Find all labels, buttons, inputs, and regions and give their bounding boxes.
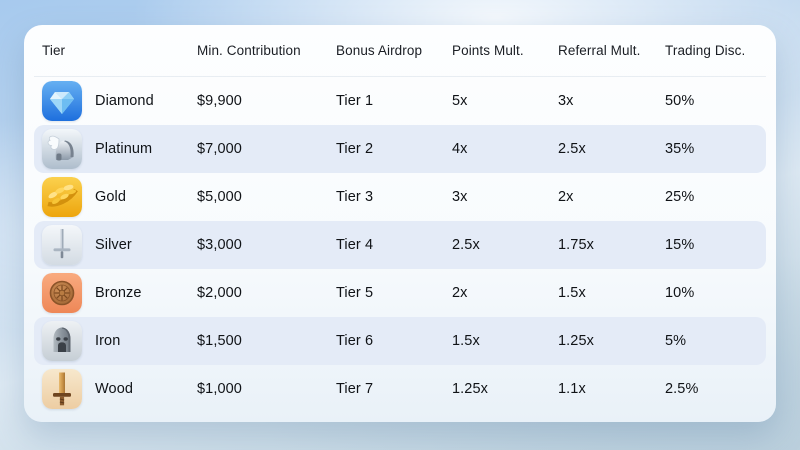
referral-mult-cell: 2.5x	[558, 141, 586, 157]
points-mult-cell: 5x	[452, 93, 468, 109]
tier-label: Wood	[95, 381, 134, 397]
diamond-icon	[42, 81, 82, 121]
header-min-contribution: Min. Contribution	[197, 43, 301, 58]
trading-disc-cell: 35%	[665, 141, 695, 157]
table-header-row: Tier Min. Contribution Bonus Airdrop Poi…	[34, 25, 766, 77]
gold-icon	[42, 177, 82, 217]
points-mult-cell: 3x	[452, 189, 468, 205]
min-contribution-cell: $7,000	[197, 141, 242, 157]
trading-disc-cell: 10%	[665, 285, 695, 301]
points-mult-cell: 2.5x	[452, 237, 480, 253]
platinum-icon	[42, 129, 82, 169]
bonus-airdrop-cell: Tier 2	[336, 141, 374, 157]
min-contribution-cell: $5,000	[197, 189, 242, 205]
tier-label: Platinum	[95, 141, 153, 157]
tier-cell: Platinum	[42, 129, 197, 169]
min-contribution-cell: $1,500	[197, 333, 242, 349]
points-mult-cell: 1.25x	[452, 381, 488, 397]
referral-mult-cell: 3x	[558, 93, 574, 109]
table-row: Platinum $7,000 Tier 2 4x 2.5x 35%	[34, 125, 766, 173]
header-tier: Tier	[42, 43, 66, 58]
table-row: Wood $1,000 Tier 7 1.25x 1.1x 2.5%	[34, 365, 766, 413]
tier-label: Diamond	[95, 93, 154, 109]
table-body: Diamond $9,900 Tier 1 5x 3x 50% Platinum…	[34, 77, 766, 413]
bonus-airdrop-cell: Tier 5	[336, 285, 374, 301]
tier-cell: Wood	[42, 369, 197, 409]
table-row: Iron $1,500 Tier 6 1.5x 1.25x 5%	[34, 317, 766, 365]
points-mult-cell: 4x	[452, 141, 468, 157]
min-contribution-cell: $9,900	[197, 93, 242, 109]
header-referral-mult: Referral Mult.	[558, 43, 641, 58]
bonus-airdrop-cell: Tier 3	[336, 189, 374, 205]
tier-cell: Gold	[42, 177, 197, 217]
table-row: Silver $3,000 Tier 4 2.5x 1.75x 15%	[34, 221, 766, 269]
tier-label: Silver	[95, 237, 132, 253]
bronze-icon	[42, 273, 82, 313]
referral-mult-cell: 1.75x	[558, 237, 594, 253]
points-mult-cell: 2x	[452, 285, 468, 301]
bonus-airdrop-cell: Tier 4	[336, 237, 374, 253]
bonus-airdrop-cell: Tier 1	[336, 93, 374, 109]
trading-disc-cell: 5%	[665, 333, 687, 349]
trading-disc-cell: 50%	[665, 93, 695, 109]
min-contribution-cell: $3,000	[197, 237, 242, 253]
table-row: Bronze $2,000 Tier 5 2x 1.5x 10%	[34, 269, 766, 317]
table-row: Gold $5,000 Tier 3 3x 2x 25%	[34, 173, 766, 221]
bonus-airdrop-cell: Tier 7	[336, 381, 374, 397]
header-trading-disc: Trading Disc.	[665, 43, 746, 58]
tier-cell: Bronze	[42, 273, 197, 313]
table-row: Diamond $9,900 Tier 1 5x 3x 50%	[34, 77, 766, 125]
bonus-airdrop-cell: Tier 6	[336, 333, 374, 349]
min-contribution-cell: $1,000	[197, 381, 242, 397]
referral-mult-cell: 2x	[558, 189, 574, 205]
silver-icon	[42, 225, 82, 265]
trading-disc-cell: 25%	[665, 189, 695, 205]
tier-label: Iron	[95, 333, 121, 349]
trading-disc-cell: 2.5%	[665, 381, 699, 397]
wood-icon	[42, 369, 82, 409]
tier-cell: Iron	[42, 321, 197, 361]
referral-mult-cell: 1.25x	[558, 333, 594, 349]
iron-icon	[42, 321, 82, 361]
min-contribution-cell: $2,000	[197, 285, 242, 301]
points-mult-cell: 1.5x	[452, 333, 480, 349]
header-bonus-airdrop: Bonus Airdrop	[336, 43, 423, 58]
tier-label: Bronze	[95, 285, 142, 301]
referral-mult-cell: 1.5x	[558, 285, 586, 301]
tier-label: Gold	[95, 189, 127, 205]
referral-mult-cell: 1.1x	[558, 381, 586, 397]
tier-cell: Silver	[42, 225, 197, 265]
header-points-mult: Points Mult.	[452, 43, 524, 58]
tier-table-card: Tier Min. Contribution Bonus Airdrop Poi…	[24, 25, 776, 422]
tier-cell: Diamond	[42, 81, 197, 121]
trading-disc-cell: 15%	[665, 237, 695, 253]
